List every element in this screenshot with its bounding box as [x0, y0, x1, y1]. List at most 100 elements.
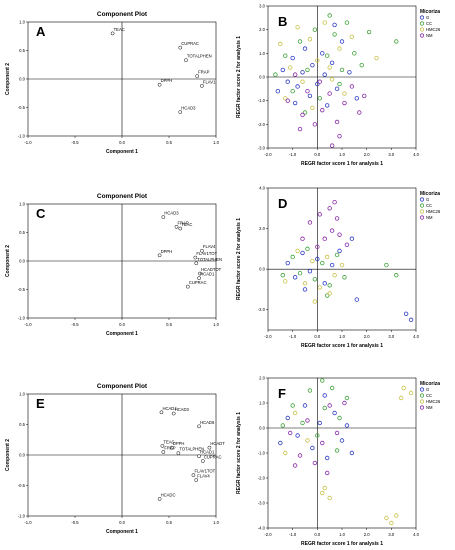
loading-point	[197, 276, 201, 280]
y-tick-label: -2.0	[258, 307, 266, 312]
loading-point	[198, 271, 202, 276]
data-point-g	[307, 93, 313, 99]
data-point-nm	[300, 236, 305, 241]
x-axis-title: Component 1	[106, 331, 138, 337]
loading-point	[176, 451, 181, 456]
data-point-nm	[332, 200, 337, 205]
loading-point	[200, 459, 205, 463]
data-point-g	[322, 393, 327, 398]
loading-label: HCAD1	[200, 450, 215, 455]
data-point-g	[278, 440, 283, 446]
data-point-hmc26	[283, 450, 288, 456]
data-point-cc	[320, 378, 325, 383]
x-tick-label: 0.0	[119, 140, 125, 145]
data-point-cc	[273, 72, 278, 77]
loading-label: CUPRAC	[181, 41, 199, 46]
data-point-hmc26	[317, 285, 322, 290]
x-tick-label: 3.0	[388, 152, 394, 157]
x-tick-label: 1.0	[213, 520, 219, 525]
data-point-hmc26	[329, 77, 335, 82]
data-point-g	[285, 260, 290, 266]
legend-label: HMC26	[426, 27, 441, 32]
loading-label: FLAV4	[203, 244, 216, 249]
data-point-nm	[297, 453, 303, 458]
loading-point	[157, 253, 162, 258]
loading-point	[159, 410, 164, 415]
data-point-hmc26	[300, 79, 305, 84]
y-tick-label: 2.0	[259, 376, 265, 381]
panel-f: -2.0 -1.0 0.0 1.0 2.0 3.0 4.0 2.0 1.0 0.0 -1.0 -2.0…	[228, 372, 455, 550]
data-point-g	[285, 79, 290, 84]
y-tick-label: 1.0	[259, 401, 265, 406]
data-point-hmc26	[302, 281, 308, 286]
data-point-g	[290, 55, 295, 61]
x-tick-label: 2.0	[364, 532, 370, 537]
legend-title: Micoriza	[420, 191, 440, 197]
data-point-nm	[342, 400, 347, 406]
legend-label: CC	[426, 393, 432, 398]
data-point-cc	[332, 32, 337, 37]
y-tick-label: 2.0	[259, 27, 265, 32]
data-point-cc	[342, 275, 347, 280]
legend-marker-hmc26	[419, 209, 425, 214]
y-tick-label: 0.0	[259, 267, 265, 272]
data-point-g	[337, 248, 342, 254]
data-point-cc	[290, 88, 295, 94]
data-point-cc	[290, 254, 295, 260]
panel-letter: A	[36, 24, 46, 39]
panel-b-svg: -2.0 -1.0 0.0 1.0 2.0 3.0 4.0 3.0 2.0 1.0 0.0 -1.0 -…	[236, 4, 441, 168]
data-point-cc	[317, 96, 322, 101]
legend-marker-g	[419, 197, 425, 202]
data-point-nm	[329, 228, 335, 233]
loading-point	[160, 444, 165, 448]
data-point-hmc26	[322, 20, 327, 25]
data-point-nm	[312, 460, 318, 466]
data-point-nm	[317, 212, 322, 217]
legend-label: G	[426, 15, 429, 20]
data-point-hmc26	[394, 513, 399, 518]
data-point-cc	[394, 273, 399, 278]
data-point-nm	[357, 110, 362, 115]
data-point-hmc26	[384, 515, 389, 521]
data-point-hmc26	[307, 36, 313, 42]
y-tick-label: 1.0	[259, 51, 265, 56]
legend-label: HMC26	[426, 209, 441, 214]
y-tick-label: -1.0	[18, 316, 26, 321]
y-tick-label: -4.0	[258, 526, 266, 531]
chart-title: Component Plot	[97, 193, 148, 200]
legend-label: CC	[426, 21, 432, 26]
data-point-nm	[334, 216, 340, 221]
data-point-g	[349, 236, 355, 241]
panel-d: -2.0 -1.0 0.0 1.0 2.0 3.0 4.0 4.0 2.0 0.0 -2.0 REGR…	[228, 182, 455, 352]
x-tick-label: -0.5	[71, 140, 79, 145]
y-tick-label: 0.5	[19, 230, 25, 235]
data-point-g	[332, 410, 337, 416]
loading-label: DPPH	[161, 78, 173, 83]
y-tick-label: -1.0	[258, 98, 266, 103]
legend-marker-hmc26	[419, 399, 425, 404]
y-axis-title: Component 2	[5, 439, 11, 471]
data-point-g	[310, 445, 315, 451]
data-point-cc	[334, 448, 340, 453]
data-point-hmc26	[315, 58, 320, 63]
y-tick-label: -0.5	[18, 105, 26, 110]
data-point-nm	[292, 72, 298, 77]
legend-label: G	[426, 197, 429, 202]
legend-marker-cc	[419, 203, 425, 208]
data-point-g	[354, 96, 359, 101]
data-point-g	[332, 22, 337, 28]
loading-label: HCADTOT	[201, 267, 222, 272]
loading-point	[193, 255, 198, 260]
data-point-g	[300, 250, 305, 256]
x-tick-label: -0.5	[71, 520, 79, 525]
loading-label: TOTALPHEN	[197, 257, 222, 262]
panel-c-svg: -1.0 -0.5 0.0 0.5 1.0 1.0 0.5 0.0 -0.5 -1.0 Compon…	[5, 193, 222, 337]
loading-label: HCAD3	[181, 106, 196, 111]
data-point-cc	[280, 273, 285, 278]
data-point-nm	[292, 463, 298, 468]
loading-point	[185, 284, 190, 289]
loading-point	[200, 248, 204, 253]
loading-point	[197, 424, 201, 429]
data-point-cc	[290, 403, 295, 408]
data-point-g	[295, 433, 300, 438]
